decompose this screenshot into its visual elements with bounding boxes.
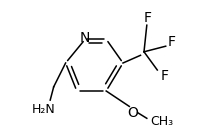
Text: F: F	[143, 10, 152, 24]
Text: O: O	[127, 106, 138, 120]
Text: N: N	[80, 31, 90, 45]
Text: F: F	[160, 69, 168, 83]
Text: CH₃: CH₃	[150, 115, 173, 128]
Text: F: F	[167, 35, 175, 49]
Text: H₂N: H₂N	[32, 103, 56, 116]
